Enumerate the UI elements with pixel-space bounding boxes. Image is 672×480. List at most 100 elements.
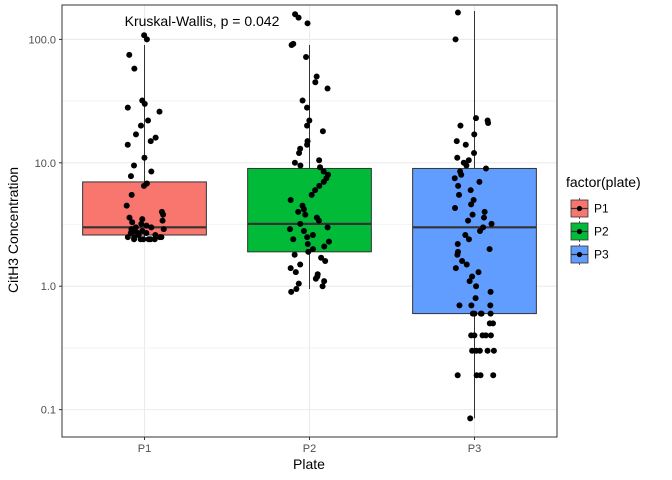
- x-tick-label: P3: [468, 443, 481, 455]
- data-point: [131, 65, 138, 72]
- data-point: [490, 372, 497, 379]
- data-point: [315, 217, 322, 224]
- legend-title: factor(plate): [566, 174, 641, 190]
- data-point: [124, 104, 131, 111]
- data-point: [304, 234, 311, 241]
- data-point: [488, 220, 495, 227]
- data-point: [145, 117, 152, 124]
- data-point: [465, 157, 472, 164]
- data-point: [467, 415, 474, 422]
- data-point: [306, 117, 313, 124]
- data-point: [456, 302, 463, 309]
- data-point: [126, 214, 133, 221]
- data-point: [454, 372, 461, 379]
- data-point: [141, 154, 148, 161]
- data-point: [321, 243, 328, 250]
- data-point: [296, 150, 303, 157]
- data-point: [288, 288, 295, 295]
- y-tick-label: 100.0: [28, 34, 56, 46]
- data-point: [452, 36, 459, 43]
- legend-key-point: [576, 228, 583, 235]
- data-point: [480, 214, 487, 221]
- data-point: [160, 226, 167, 233]
- data-point: [126, 51, 133, 58]
- data-point: [132, 131, 139, 138]
- data-point: [147, 236, 154, 243]
- data-point: [137, 236, 144, 243]
- data-point: [302, 211, 309, 218]
- data-point: [141, 100, 148, 107]
- data-point: [487, 310, 494, 317]
- data-point: [287, 265, 294, 272]
- data-point: [485, 120, 492, 127]
- data-point: [290, 236, 297, 243]
- data-point: [469, 310, 476, 317]
- y-tick-label: 10.0: [35, 158, 56, 170]
- data-point: [304, 141, 311, 148]
- data-point: [286, 226, 293, 233]
- data-point: [451, 175, 458, 182]
- data-point: [462, 232, 469, 239]
- data-point: [148, 224, 155, 231]
- data-point: [469, 273, 476, 280]
- data-point: [297, 162, 304, 169]
- data-point: [475, 269, 482, 276]
- data-point: [299, 97, 306, 104]
- data-point: [295, 280, 302, 287]
- x-axis-title: Plate: [293, 456, 325, 472]
- data-point: [131, 236, 138, 243]
- data-point: [462, 141, 469, 148]
- legend-key-point: [576, 251, 583, 258]
- data-point: [469, 347, 476, 354]
- legend: factor(plate) P1 P2 P3: [566, 174, 641, 265]
- data-point: [467, 187, 474, 194]
- data-point: [318, 254, 325, 261]
- data-point: [470, 196, 477, 203]
- data-point: [152, 134, 159, 141]
- data-point: [300, 228, 307, 235]
- data-point: [287, 196, 294, 203]
- data-point: [473, 283, 480, 290]
- data-point: [137, 122, 144, 129]
- data-point: [317, 164, 324, 171]
- data-point: [463, 261, 470, 268]
- data-point: [324, 85, 331, 92]
- data-point: [297, 261, 304, 268]
- data-point: [325, 238, 332, 245]
- data-point: [457, 122, 464, 129]
- data-point: [292, 269, 299, 276]
- data-point: [312, 275, 319, 282]
- y-axis-title: CitH3 Concentration: [5, 167, 21, 293]
- data-point: [303, 54, 310, 61]
- data-point: [486, 246, 493, 253]
- data-point: [291, 159, 298, 166]
- data-point: [295, 14, 302, 21]
- data-point: [300, 206, 307, 213]
- jitter-points: [123, 9, 497, 422]
- data-point: [309, 232, 316, 239]
- data-point: [481, 208, 488, 215]
- data-point: [454, 251, 461, 258]
- data-point: [131, 162, 138, 169]
- box-P2: [247, 167, 372, 253]
- data-point: [482, 332, 489, 339]
- data-point: [124, 141, 131, 148]
- legend-label: P2: [594, 225, 609, 239]
- data-point: [319, 283, 326, 290]
- legend-label: P3: [594, 248, 609, 262]
- data-point: [319, 128, 326, 135]
- data-point: [308, 191, 315, 198]
- data-point: [143, 222, 150, 229]
- data-point: [490, 347, 497, 354]
- x-tick-label: P2: [303, 443, 316, 455]
- data-point: [148, 168, 155, 175]
- data-point: [291, 251, 298, 258]
- data-point: [305, 248, 312, 255]
- data-point: [466, 278, 473, 285]
- data-point: [487, 332, 494, 339]
- data-point: [471, 150, 478, 157]
- data-point: [123, 202, 130, 209]
- data-point: [483, 165, 490, 172]
- data-point: [156, 234, 163, 241]
